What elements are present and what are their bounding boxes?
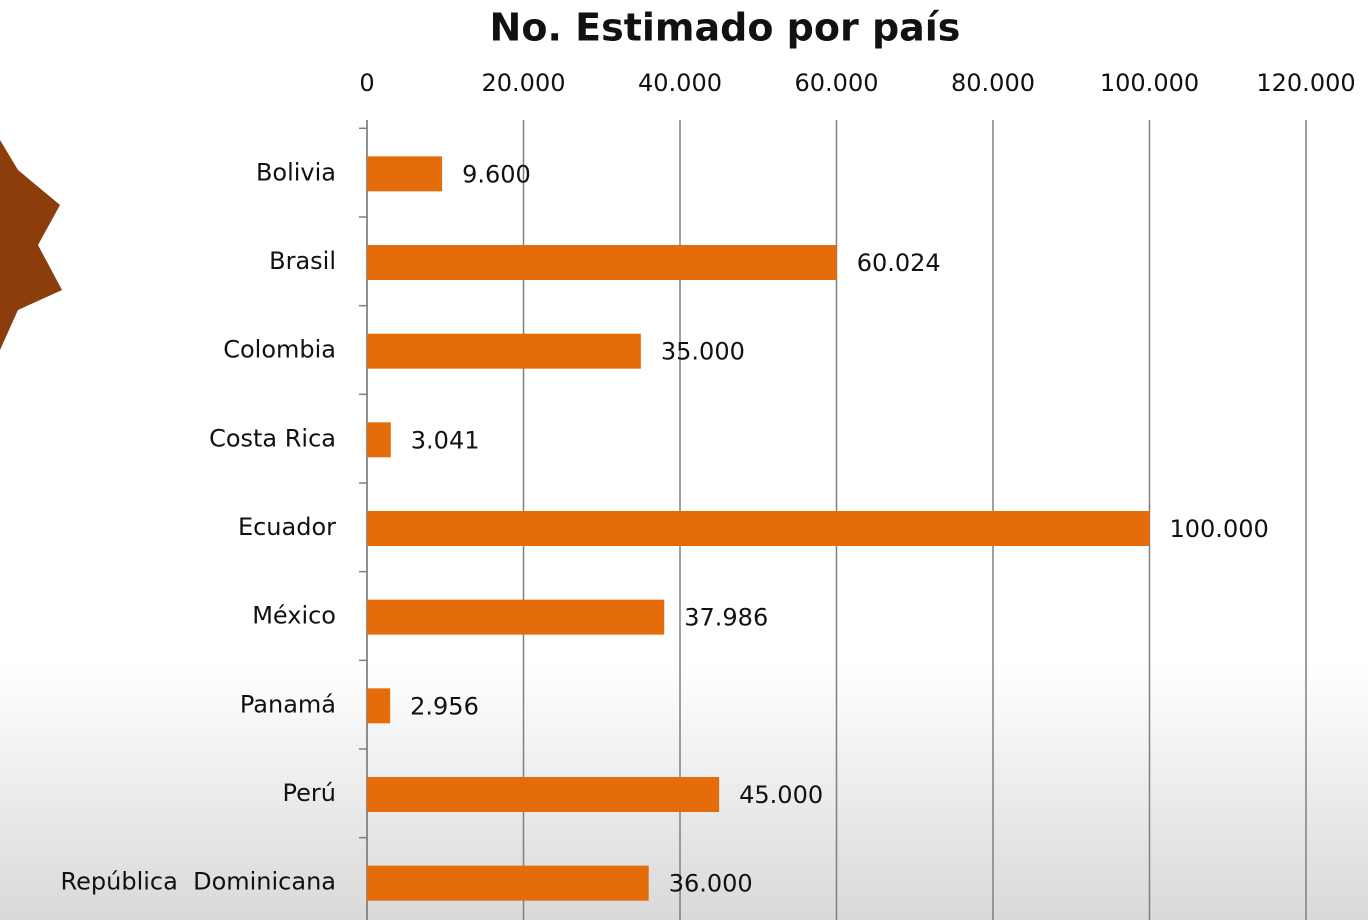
data-label: 35.000 <box>661 338 745 366</box>
y-tick-label: Colombia <box>223 336 336 364</box>
data-label: 100.000 <box>1170 515 1269 543</box>
bar <box>367 333 641 369</box>
x-tick-label: 120.000 <box>1256 69 1355 97</box>
y-tick-label: Perú <box>283 779 336 807</box>
bar <box>367 245 837 280</box>
bar <box>367 156 443 192</box>
bar <box>367 511 1150 546</box>
data-label: 60.024 <box>857 249 941 277</box>
y-tick-label: República Dominicana <box>61 868 336 896</box>
chart-title: No. Estimado por país <box>490 6 961 50</box>
bar <box>367 422 391 458</box>
x-tick-label: 100.000 <box>1100 69 1199 97</box>
x-tick-label: 0 <box>359 69 374 97</box>
y-tick-label: Brasil <box>269 247 336 275</box>
y-tick-label: México <box>252 602 336 630</box>
x-tick-label: 20.000 <box>482 69 566 97</box>
y-tick-label: Bolivia <box>256 158 336 186</box>
bar <box>367 599 665 635</box>
decoration-star <box>0 140 62 350</box>
x-tick-label: 60.000 <box>795 69 879 97</box>
y-tick-label: Costa Rica <box>209 424 336 452</box>
x-tick-label: 80.000 <box>951 69 1035 97</box>
data-label: 45.000 <box>739 781 823 809</box>
y-tick-label: Panamá <box>240 690 336 718</box>
data-label: 2.956 <box>410 692 479 720</box>
bar <box>367 777 720 812</box>
bar <box>367 688 391 724</box>
data-label: 36.000 <box>669 870 753 898</box>
data-label: 37.986 <box>684 604 768 632</box>
data-label: 3.041 <box>411 426 480 454</box>
y-tick-label: Ecuador <box>238 513 336 541</box>
data-label: 9.600 <box>462 160 531 188</box>
x-tick-label: 40.000 <box>638 69 722 97</box>
bar <box>367 865 649 901</box>
